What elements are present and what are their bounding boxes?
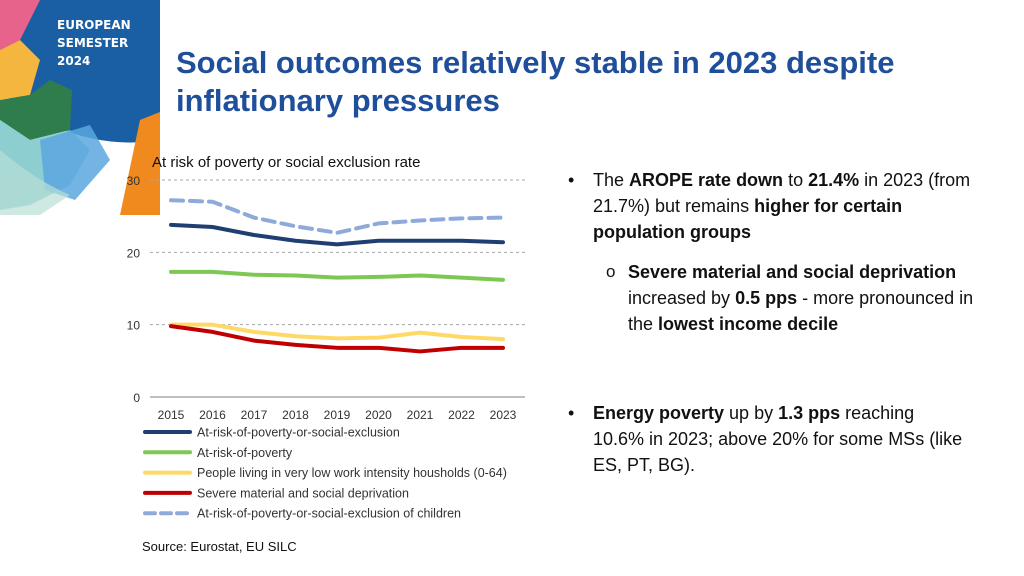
bullet-dot: • — [568, 403, 575, 423]
legend-label-5: At-risk-of-poverty-or-social-exclusion o… — [197, 507, 461, 521]
slide-title: Social outcomes relatively stable in 202… — [176, 45, 895, 118]
x-tick-label: 2022 — [448, 408, 475, 422]
source-note: Source: Eurostat, EU SILC — [142, 539, 297, 554]
series-line-2 — [169, 269, 505, 282]
x-tick-label: 2017 — [241, 408, 268, 422]
chart-title: At risk of poverty or social exclusion r… — [152, 154, 421, 171]
logo-text-2: SEMESTER — [57, 36, 128, 50]
x-tick-label: 2020 — [365, 408, 392, 422]
legend-label-2: At-risk-of-poverty — [197, 446, 293, 460]
bullet-dot: • — [568, 170, 575, 190]
legend-label-4: Severe material and social deprivation — [197, 486, 409, 500]
legend-label-1: At-risk-of-poverty-or-social-exclusion — [197, 426, 400, 440]
x-tick-label: 2016 — [199, 408, 226, 422]
x-tick-label: 2019 — [324, 408, 351, 422]
subbullet-circle: o — [606, 262, 616, 281]
bullet-text: The AROPE rate down to 21.4% in 2023 (fr… — [593, 170, 971, 242]
x-tick-label: 2021 — [407, 408, 434, 422]
legend-label-3: People living in very low work intensity… — [197, 466, 507, 480]
x-tick-label: 2018 — [282, 408, 309, 422]
x-tick-label: 2023 — [490, 408, 517, 422]
line-chart: 0 10 20 30 2015 2016 2017 2018 2019 2020 2021 2022 2… — [127, 174, 525, 521]
series-line-3 — [169, 322, 505, 342]
x-tick-label: 2015 — [158, 408, 185, 422]
subbullet-smsd: o Severe material and social deprivation… — [606, 259, 976, 337]
series-line-1 — [169, 222, 505, 247]
y-tick-label: 30 — [127, 174, 141, 188]
y-tick-label: 0 — [133, 391, 140, 405]
y-tick-label: 20 — [127, 246, 141, 260]
bullet-text: Energy poverty up by 1.3 pps reaching 10… — [593, 403, 963, 475]
european-semester-logo: EUROPEAN SEMESTER 2024 — [0, 0, 160, 215]
series-line-4 — [169, 324, 505, 354]
series-line-5 — [169, 198, 505, 235]
bullet-arope: • The AROPE rate down to 21.4% in 2023 (… — [568, 167, 988, 245]
y-tick-label: 10 — [127, 319, 141, 333]
bullet-energy-poverty: • Energy poverty up by 1.3 pps reaching … — [568, 400, 968, 478]
logo-text-1: EUROPEAN — [57, 18, 131, 32]
subbullet-text: Severe material and social deprivation i… — [628, 262, 974, 334]
logo-text-3: 2024 — [57, 54, 90, 68]
